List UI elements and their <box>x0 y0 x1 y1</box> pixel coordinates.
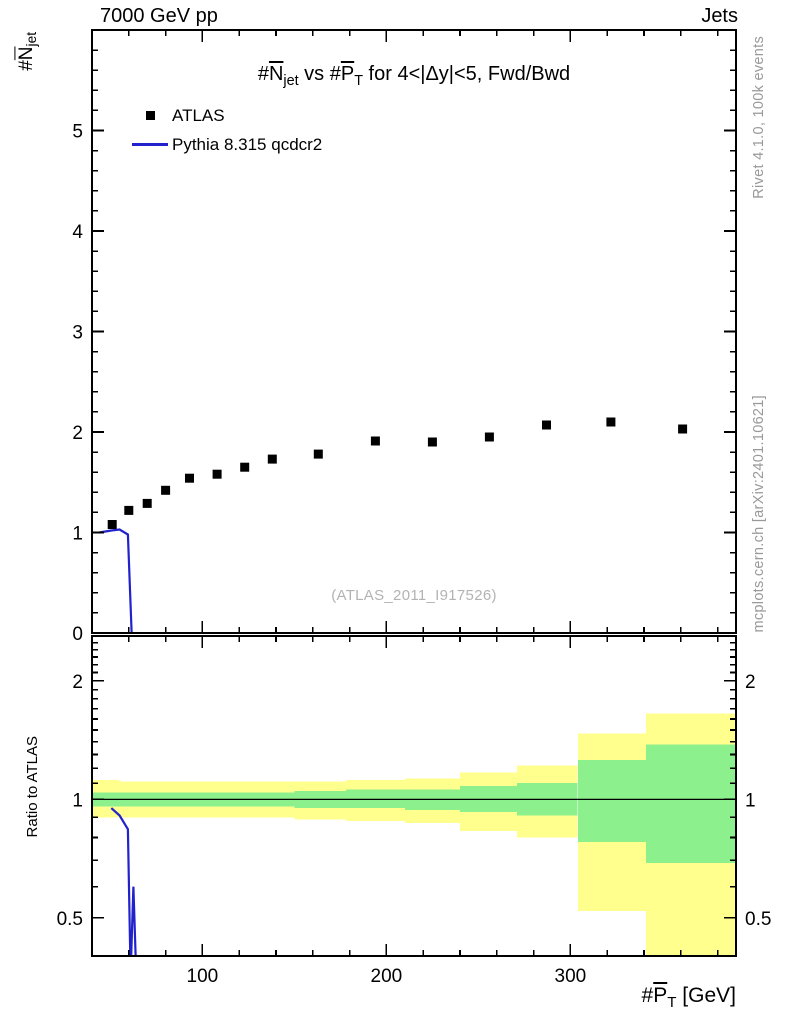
main-y-axis-title: #Njet <box>16 32 39 71</box>
atlas-square-marker-icon <box>128 111 172 120</box>
plot-title: #Njet vs #PT for 4<|Δy|<5, Fwd/Bwd <box>257 63 571 89</box>
legend-label-pythia: Pythia 8.315 qcdcr2 <box>172 134 323 154</box>
svg-text:1: 1 <box>745 790 756 811</box>
svg-text:3: 3 <box>72 323 83 344</box>
analysis-id-watermark: (ATLAS_2011_I917526) <box>331 587 497 604</box>
observable-group-label: Jets <box>701 5 738 27</box>
svg-text:0: 0 <box>72 624 83 645</box>
svg-text:0.5: 0.5 <box>745 909 771 930</box>
svg-text:1: 1 <box>72 790 83 811</box>
svg-text:2: 2 <box>72 423 83 444</box>
svg-text:2: 2 <box>72 672 83 693</box>
pythia-line-icon <box>128 143 172 146</box>
svg-text:4: 4 <box>72 222 83 243</box>
ratio-y-axis-title: Ratio to ATLAS <box>24 736 41 838</box>
rivet-version-caption: Rivet 4.1.0, 100k events <box>751 36 767 199</box>
legend-item-atlas: ATLAS <box>128 101 322 130</box>
svg-text:2: 2 <box>745 672 756 693</box>
svg-text:5: 5 <box>72 122 83 143</box>
legend-label-atlas: ATLAS <box>172 105 225 125</box>
mcplots-credit-caption: mcplots.cern.ch [arXiv:2401.10621] <box>751 394 767 633</box>
legend-item-pythia: Pythia 8.315 qcdcr2 <box>128 130 322 159</box>
svg-text:300: 300 <box>555 966 587 987</box>
svg-text:200: 200 <box>371 966 403 987</box>
svg-text:1: 1 <box>72 524 83 545</box>
legend: ATLAS Pythia 8.315 qcdcr2 <box>128 101 322 159</box>
svg-text:0.5: 0.5 <box>57 909 83 930</box>
x-axis-title: #PT [GeV] <box>641 984 736 1012</box>
svg-text:100: 100 <box>187 966 219 987</box>
beam-energy-label: 7000 GeV pp <box>100 5 218 27</box>
